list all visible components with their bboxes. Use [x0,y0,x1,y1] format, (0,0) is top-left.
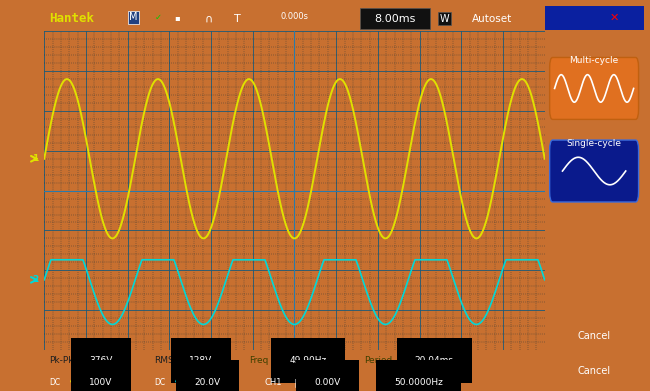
Text: 20.0V: 20.0V [194,378,220,387]
Text: 20.04ms: 20.04ms [415,356,454,365]
Text: 49.90Hz: 49.90Hz [289,356,327,365]
Text: ▪: ▪ [174,13,180,22]
Text: DC: DC [154,378,166,387]
Text: T: T [235,14,241,23]
Text: RMS: RMS [154,356,174,365]
Text: CH1: CH1 [265,378,282,387]
Text: DC: DC [49,378,60,387]
FancyBboxPatch shape [550,57,638,119]
Text: 100V: 100V [89,378,112,387]
Text: Freq: Freq [250,356,269,365]
Text: M: M [129,12,138,22]
Text: 0.00V: 0.00V [315,378,341,387]
Text: Hantek: Hantek [49,12,94,25]
Text: 8.00ms: 8.00ms [374,14,415,23]
Text: Pk-Pk: Pk-Pk [49,356,73,365]
Text: W: W [440,14,449,23]
Text: ∿: ∿ [70,377,77,387]
Text: Autoset: Autoset [472,14,512,23]
Text: Cancel: Cancel [578,331,610,341]
Text: Multi-cycle: Multi-cycle [569,56,619,65]
Text: 2: 2 [32,275,38,284]
FancyBboxPatch shape [550,140,638,202]
Bar [359,8,430,29]
Text: 376V: 376V [89,356,112,365]
Text: ∿: ∿ [174,377,183,387]
Text: ✕: ✕ [609,13,619,23]
Bar [545,6,644,30]
Text: 128V: 128V [189,356,213,365]
Text: Single-cycle: Single-cycle [567,139,621,148]
Text: ✓: ✓ [154,13,161,22]
Text: 0.000s: 0.000s [280,12,309,21]
Text: ∩: ∩ [204,14,213,23]
Text: 50.0000Hz: 50.0000Hz [395,378,443,387]
Text: 1: 1 [32,154,38,163]
Text: ⟋: ⟋ [294,377,300,387]
Text: Cancel: Cancel [578,366,610,377]
Text: Period: Period [365,356,393,365]
